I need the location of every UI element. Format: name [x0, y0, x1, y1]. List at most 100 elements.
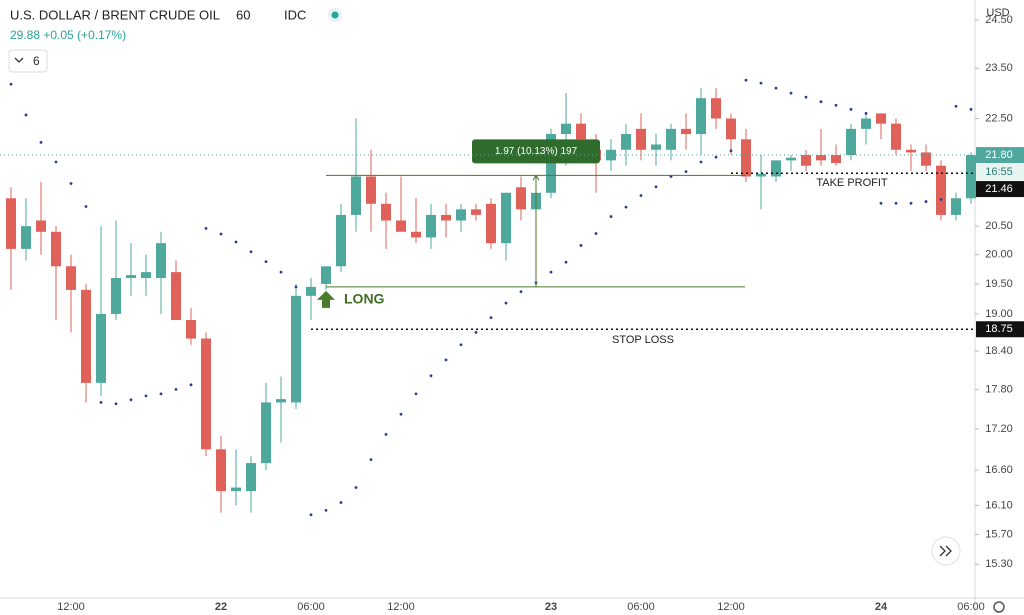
candle-body	[201, 338, 211, 450]
sar-dot	[99, 401, 103, 404]
x-tick-label: 12:00	[717, 601, 745, 613]
candle-body	[291, 295, 301, 403]
candle-body	[831, 155, 841, 164]
candle-body	[381, 203, 391, 221]
take-profit-tag: 21.46	[985, 183, 1013, 195]
sar-dot	[24, 113, 28, 117]
sar-dot	[459, 343, 463, 347]
candle-body	[396, 220, 406, 232]
candle-body	[501, 192, 511, 244]
status-dot	[331, 11, 339, 19]
candle-body	[276, 399, 286, 403]
y-tick-label: 17.80	[985, 383, 1013, 395]
sar-dot	[714, 155, 718, 159]
sar-dot	[204, 226, 208, 230]
sar-dot	[474, 330, 478, 334]
sar-dot	[294, 285, 298, 289]
sar-dot	[84, 205, 88, 208]
candle-body	[621, 134, 631, 150]
candle-body	[486, 203, 496, 244]
y-tick-label: 20.50	[985, 220, 1013, 232]
candle-body	[156, 243, 166, 279]
y-tick-label: 18.40	[985, 345, 1013, 357]
candle-body	[561, 123, 571, 135]
candle-body	[576, 123, 586, 140]
sar-dot	[924, 200, 928, 203]
sar-dot	[54, 160, 58, 164]
stop-loss-tag: 18.75	[985, 323, 1013, 335]
candle-body	[171, 272, 181, 321]
candle-body	[786, 157, 796, 161]
candle-body	[81, 289, 91, 383]
countdown-tag-box	[976, 164, 1024, 181]
candle-body	[111, 278, 121, 314]
sar-dot	[804, 95, 808, 99]
indicator-count: 6	[33, 54, 40, 68]
candle-body	[771, 160, 781, 177]
candle-body	[651, 144, 661, 150]
candle-body	[471, 209, 481, 215]
sar-dot	[744, 78, 748, 82]
y-tick-label: 15.30	[985, 558, 1013, 570]
sar-dot	[729, 149, 733, 153]
candle-body	[966, 155, 976, 199]
quote: 29.88 +0.05 (+0.17%)	[10, 28, 126, 42]
candle-body	[126, 275, 136, 279]
source: IDC	[284, 7, 306, 22]
take-profit-tag-box	[976, 181, 1024, 198]
sar-dot	[69, 182, 73, 185]
sar-dot	[954, 104, 958, 108]
candle-body	[696, 98, 706, 135]
candle-body	[6, 198, 16, 249]
candle-body	[36, 220, 46, 232]
sar-dot	[174, 387, 178, 391]
y-tick-label: 20.00	[985, 249, 1013, 261]
scroll-button[interactable]	[931, 536, 961, 566]
y-tick-label: 23.50	[985, 62, 1013, 74]
candle-body	[51, 231, 61, 267]
sar-dot	[9, 82, 13, 86]
candle-body	[876, 113, 886, 124]
sar-dot	[849, 107, 853, 111]
candle-body	[921, 152, 931, 166]
candle-body	[366, 176, 376, 204]
candle-body	[456, 209, 466, 221]
y-tick-label: 19.00	[985, 308, 1013, 320]
candle-body	[66, 266, 76, 290]
candle-body	[516, 187, 526, 210]
stop-loss-tag-box	[976, 321, 1024, 338]
candle-body	[756, 173, 766, 177]
sar-dot	[579, 244, 583, 247]
sar-dot	[594, 232, 598, 235]
sar-dot	[654, 185, 658, 189]
candle-body	[846, 128, 856, 156]
sar-dot	[774, 86, 778, 90]
take-profit-note: TAKE PROFIT	[816, 177, 888, 189]
x-tick-label: 06:00	[297, 601, 325, 613]
candle-body	[741, 139, 751, 177]
candle-body	[861, 118, 871, 129]
sar-dot	[759, 81, 763, 85]
sar-dot	[369, 458, 373, 462]
y-tick-label: 16.60	[985, 464, 1013, 476]
sar-dot	[969, 107, 973, 111]
x-tick-label: 12:00	[57, 601, 85, 613]
candle-body	[726, 118, 736, 140]
y-tick-label: 24.50	[985, 14, 1013, 26]
candle-body	[141, 272, 151, 279]
sar-dot	[609, 215, 613, 218]
settings-icon[interactable]	[993, 601, 1005, 613]
sar-dot	[234, 240, 238, 244]
sar-dot	[519, 290, 523, 294]
symbol: U.S. DOLLAR / BRENT CRUDE OIL	[10, 7, 220, 22]
indicators-toggle[interactable]	[8, 49, 48, 73]
y-tick-label: 16.10	[985, 499, 1013, 511]
candle-body	[891, 123, 901, 150]
sar-dot	[189, 383, 193, 387]
sar-dot	[909, 201, 913, 205]
overlay: 1.97 (10.13%) 197 LONG TAKE PROFIT STOP LOS…	[0, 139, 975, 346]
x-tick-label: 06:00	[957, 601, 985, 613]
sar-dot	[864, 112, 868, 115]
candle-body	[321, 266, 331, 284]
sar-dot	[354, 486, 358, 489]
